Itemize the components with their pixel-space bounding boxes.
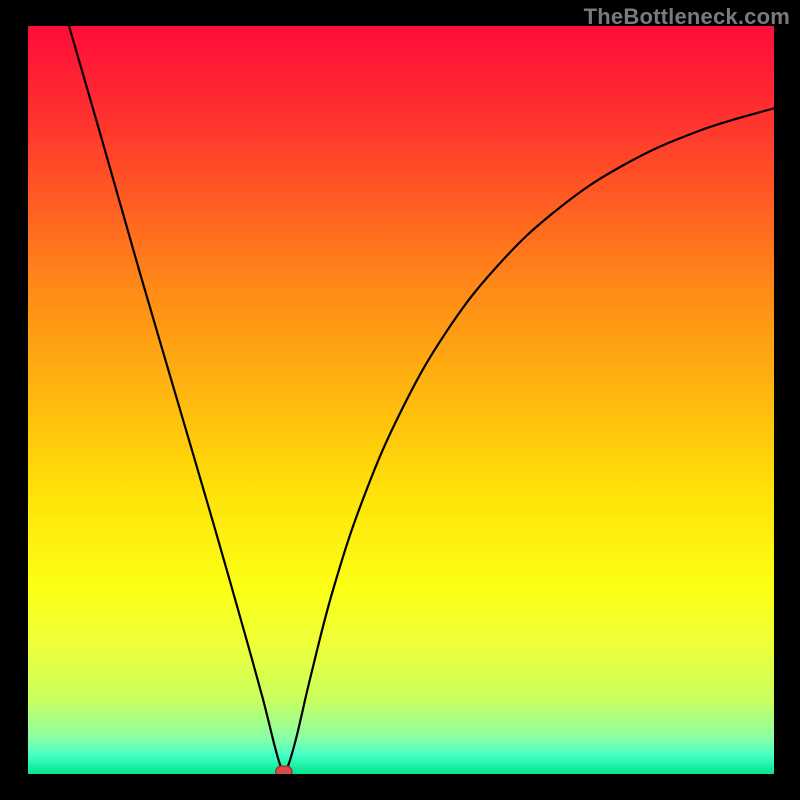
bottleneck-chart [0,0,800,800]
chart-container: TheBottleneck.com [0,0,800,800]
watermark-text: TheBottleneck.com [584,4,790,30]
plot-area [28,26,774,774]
